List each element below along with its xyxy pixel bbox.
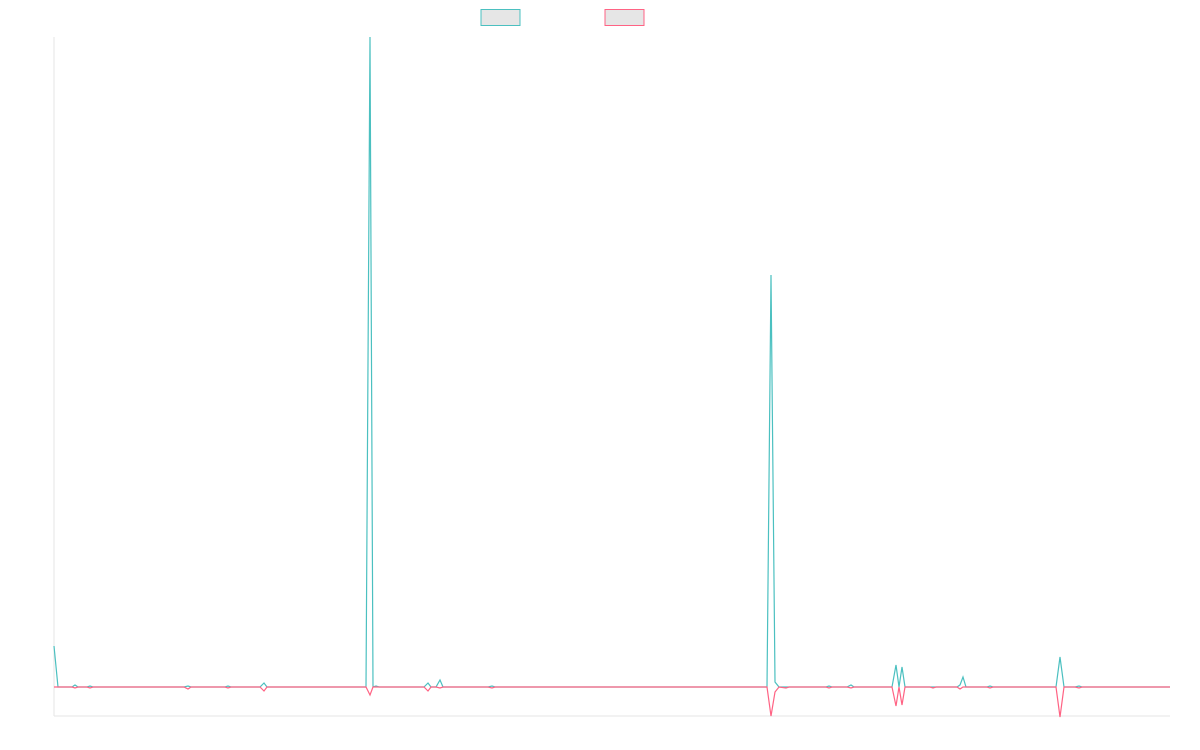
legend-box[interactable] bbox=[480, 9, 521, 26]
legend-box[interactable] bbox=[604, 9, 645, 26]
series-line bbox=[54, 686, 1170, 718]
series-line bbox=[53, 36, 1170, 688]
